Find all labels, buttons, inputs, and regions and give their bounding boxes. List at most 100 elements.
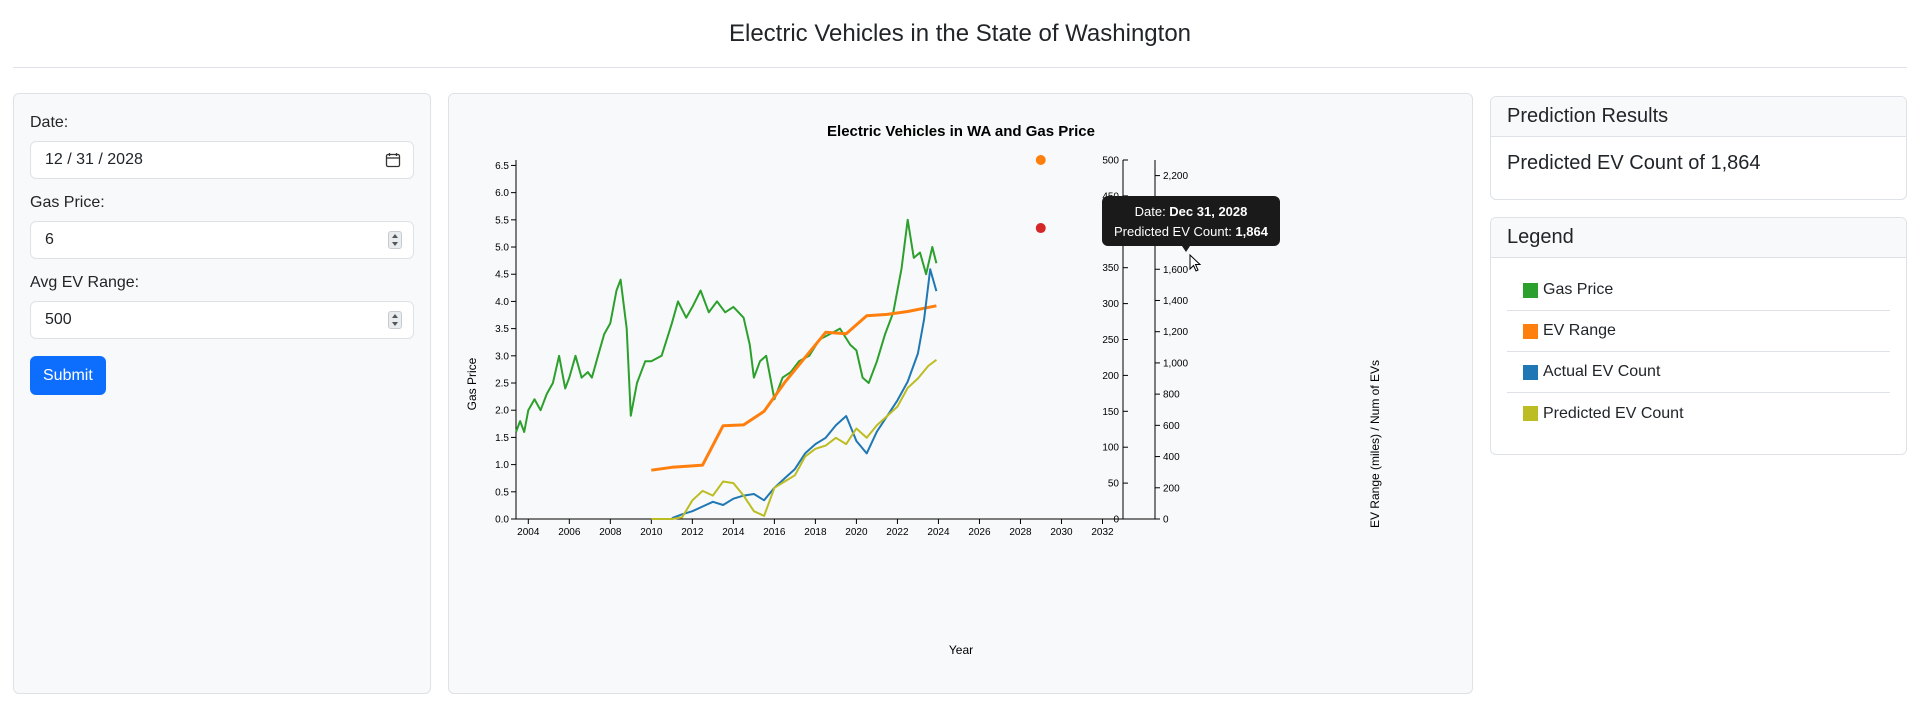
y-range-tick-label-250: 250 — [1102, 335, 1119, 346]
legend-item-ev-range: EV Range — [1507, 311, 1890, 352]
y-range-tick-label-150: 150 — [1102, 407, 1119, 418]
legend-item-predicted-ev-count: Predicted EV Count — [1507, 393, 1890, 434]
series-ev-range — [651, 304, 937, 472]
tooltip-date-value: Dec 31, 2028 — [1169, 204, 1247, 219]
tooltip-date-line: Date: Dec 31, 2028 — [1135, 204, 1248, 219]
y-left-tick-label-4.5: 4.5 — [495, 270, 509, 281]
legend-item-actual-ev-count: Actual EV Count — [1507, 352, 1890, 393]
tooltip-box — [1102, 196, 1280, 246]
gas-price-label: Gas Price: — [30, 194, 105, 211]
gas-price-input[interactable] — [30, 221, 414, 259]
chart-title: Electric Vehicles in WA and Gas Price — [827, 123, 1095, 140]
calendar-icon[interactable] — [384, 150, 402, 170]
series-gas-price — [515, 218, 938, 433]
y-left-tick-label-1: 1.0 — [495, 460, 509, 471]
x-tick-label-2028: 2028 — [1009, 527, 1032, 538]
chart-panel: Electric Vehicles in WA and Gas Price 20… — [448, 93, 1473, 694]
prediction-results-header: Prediction Results — [1491, 97, 1906, 137]
chart-axes: 2004 2006 2008 2010 2012 2014 2016 2018 2020 2022… — [495, 156, 1188, 539]
legend-label-predicted-ev-count: Predicted EV Count — [1543, 404, 1684, 422]
y-count-tick-label-1200: 1,200 — [1163, 327, 1188, 338]
y-range-tick-label-350: 350 — [1102, 263, 1119, 274]
gas-price-input-wrap — [30, 221, 414, 259]
tooltip-date-label: Date: — [1135, 204, 1170, 219]
y-right-axis-label: EV Range (miles) / Num of EVs — [1368, 360, 1382, 528]
date-input-wrap — [30, 141, 414, 179]
y-left-tick-label-3.5: 3.5 — [495, 324, 509, 335]
ev-range-input[interactable] — [30, 301, 414, 339]
x-tick-label-2010: 2010 — [640, 527, 663, 538]
prediction-results-text: Predicted EV Count of 1,864 — [1507, 152, 1761, 174]
legend-item-gas-price: Gas Price — [1507, 270, 1890, 311]
y-left-tick-label-2.5: 2.5 — [495, 379, 509, 390]
y-count-tick-label-1400: 1,400 — [1163, 296, 1188, 307]
y-count-tick-label-800: 800 — [1163, 390, 1180, 401]
x-tick-label-2004: 2004 — [517, 527, 540, 538]
ev-gas-chart: Electric Vehicles in WA and Gas Price 20… — [465, 123, 1382, 657]
legend-swatch-predicted-ev-count — [1523, 406, 1538, 421]
x-tick-label-2014: 2014 — [722, 527, 745, 538]
y-left-tick-label-5.5: 5.5 — [495, 215, 509, 226]
y-count-tick-label-200: 200 — [1163, 483, 1180, 494]
submit-button[interactable]: Submit — [30, 356, 106, 395]
tooltip-count-label: Predicted EV Count: — [1114, 224, 1235, 239]
page-title: Electric Vehicles in the State of Washin… — [728, 19, 1192, 47]
x-tick-label-2020: 2020 — [845, 527, 868, 538]
tooltip-count-line: Predicted EV Count: 1,864 — [1114, 224, 1269, 239]
point-predicted-ev-range — [1035, 155, 1046, 165]
y-left-tick-label-4: 4.0 — [495, 297, 509, 308]
ev-range-stepper-icon[interactable] — [388, 311, 402, 329]
legend-list: Gas Price EV Range Actual EV Count Predi… — [1491, 258, 1906, 434]
mouse-cursor-icon — [1189, 253, 1202, 272]
x-tick-label-2024: 2024 — [927, 527, 950, 538]
x-tick-label-2032: 2032 — [1091, 527, 1114, 538]
date-group: Date: — [30, 114, 414, 179]
y-count-tick-label-2200: 2,200 — [1163, 171, 1188, 182]
y-range-tick-label-0: 0 — [1113, 515, 1119, 526]
y-left-tick-label-6.5: 6.5 — [495, 161, 509, 172]
y-left-tick-label-1.5: 1.5 — [495, 433, 509, 444]
x-tick-label-2006: 2006 — [558, 527, 581, 538]
ev-range-input-wrap — [30, 301, 414, 339]
x-axis-label: Year — [949, 643, 973, 657]
y-count-tick-label-600: 600 — [1163, 421, 1180, 432]
y-left-tick-label-0.5: 0.5 — [495, 487, 509, 498]
series-actual-ev-count — [671, 268, 938, 520]
legend-header: Legend — [1491, 218, 1906, 258]
x-tick-label-2026: 2026 — [968, 527, 991, 538]
x-tick-label-2008: 2008 — [599, 527, 622, 538]
x-tick-label-2016: 2016 — [763, 527, 786, 538]
y-left-tick-label-3: 3.0 — [495, 351, 509, 362]
y-left-tick-label-5: 5.0 — [495, 243, 509, 254]
date-input[interactable] — [30, 141, 414, 179]
ev-range-label: Avg EV Range: — [30, 274, 140, 291]
page-header: Electric Vehicles in the State of Washin… — [13, 0, 1907, 68]
prediction-results-card: Prediction Results Predicted EV Count of… — [1490, 96, 1907, 200]
y-range-tick-label-300: 300 — [1102, 299, 1119, 310]
y-range-tick-label-50: 50 — [1108, 479, 1120, 490]
x-tick-label-2022: 2022 — [886, 527, 909, 538]
legend-label-actual-ev-count: Actual EV Count — [1543, 363, 1661, 380]
legend-swatch-actual-ev-count — [1523, 364, 1538, 380]
y-count-tick-label-400: 400 — [1163, 452, 1180, 463]
y-left-axis-label: Gas Price — [465, 357, 479, 410]
y-range-tick-label-200: 200 — [1102, 371, 1119, 382]
gas-price-stepper-icon[interactable] — [388, 231, 402, 249]
legend-label-gas-price: Gas Price — [1543, 281, 1614, 298]
y-count-tick-label-1600: 1,600 — [1163, 265, 1188, 276]
x-tick-label-2030: 2030 — [1050, 527, 1073, 538]
legend-swatch-gas-price — [1523, 282, 1538, 298]
legend-label-ev-range: EV Range — [1543, 322, 1616, 339]
y-left-tick-label-2: 2.0 — [495, 406, 509, 417]
y-left-tick-label-0: 0.0 — [495, 515, 509, 526]
legend-card: Legend Gas Price EV Range Actual EV Coun… — [1490, 217, 1907, 455]
prediction-tooltip: Date: Dec 31, 2028 Predicted EV Count: 1… — [1102, 196, 1280, 252]
chart-series-layer — [515, 155, 1046, 520]
tooltip-count-value: 1,864 — [1235, 224, 1268, 239]
y-left-tick-label-6: 6.0 — [495, 188, 509, 199]
y-count-tick-label-1000: 1,000 — [1163, 358, 1188, 369]
ev-range-group: Avg EV Range: — [30, 274, 414, 339]
x-tick-label-2018: 2018 — [804, 527, 827, 538]
y-range-tick-label-500: 500 — [1102, 156, 1119, 167]
y-count-tick-label-0: 0 — [1163, 515, 1169, 526]
